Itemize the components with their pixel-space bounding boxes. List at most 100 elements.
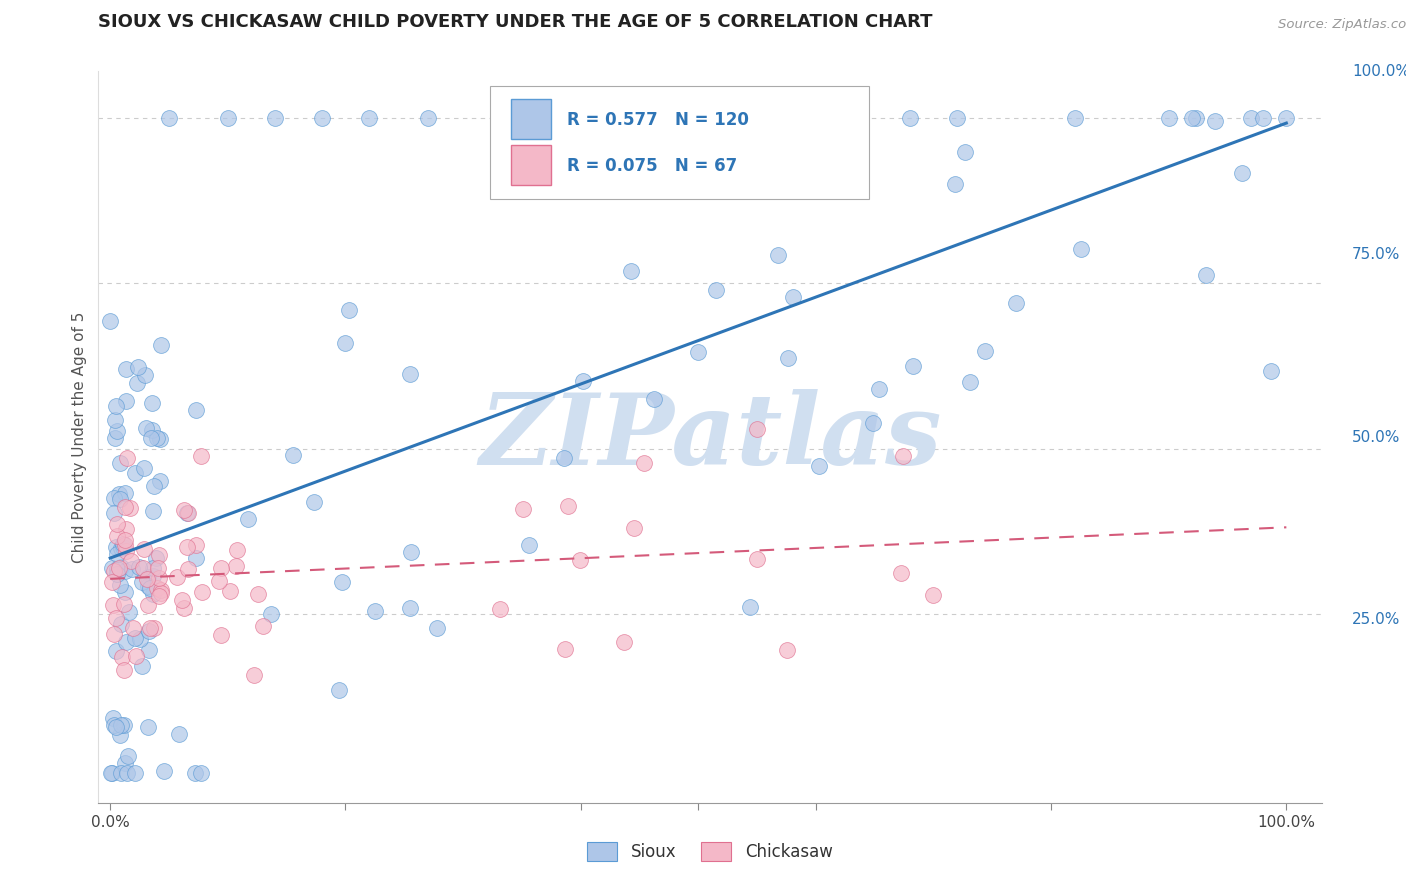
Point	[150, 337, 173, 351]
Point	[103, 626, 125, 640]
Text: R = 0.577   N = 120: R = 0.577 N = 120	[567, 112, 749, 129]
Point	[110, 456, 132, 470]
Text: SIOUX VS CHICKASAW CHILD POVERTY UNDER THE AGE OF 5 CORRELATION CHART: SIOUX VS CHICKASAW CHILD POVERTY UNDER T…	[98, 13, 934, 31]
Text: 100.0%: 100.0%	[1353, 64, 1406, 78]
Point	[357, 111, 380, 125]
Point	[399, 368, 422, 382]
Point	[111, 537, 134, 551]
Point	[208, 574, 231, 588]
Point	[132, 541, 155, 556]
Point	[101, 598, 124, 612]
Point	[105, 611, 128, 625]
Point	[184, 766, 207, 780]
Point	[125, 649, 148, 664]
Point	[101, 711, 124, 725]
Text: R = 0.075   N = 67: R = 0.075 N = 67	[567, 157, 737, 175]
Point	[186, 550, 208, 565]
Point	[141, 423, 163, 437]
Point	[186, 402, 208, 417]
Point	[110, 617, 132, 632]
Point	[489, 601, 512, 615]
Point	[226, 543, 249, 558]
Point	[862, 416, 884, 430]
Point	[890, 566, 912, 580]
Point	[209, 628, 232, 642]
Point	[903, 359, 925, 374]
Point	[142, 569, 165, 583]
Point	[131, 561, 153, 575]
Point	[776, 643, 799, 657]
Point	[138, 643, 160, 657]
Point	[105, 547, 128, 561]
Point	[1195, 268, 1218, 282]
Point	[176, 562, 198, 576]
Point	[136, 573, 159, 587]
Point	[328, 682, 350, 697]
Point	[569, 553, 592, 567]
Text: ZIPatlas: ZIPatlas	[479, 389, 941, 485]
Point	[115, 635, 138, 649]
Point	[766, 248, 789, 262]
Point	[110, 560, 132, 574]
Point	[134, 368, 156, 383]
Point	[114, 394, 136, 409]
Point	[100, 766, 122, 780]
Point	[148, 589, 170, 603]
Point	[643, 392, 665, 406]
Point	[1063, 111, 1085, 125]
Point	[517, 537, 540, 551]
Point	[103, 565, 125, 579]
Point	[260, 607, 283, 621]
Y-axis label: Child Poverty Under the Age of 5: Child Poverty Under the Age of 5	[72, 311, 87, 563]
Point	[263, 111, 285, 125]
Point	[146, 582, 169, 596]
Point	[416, 111, 439, 125]
Text: 75.0%: 75.0%	[1353, 247, 1400, 261]
Point	[828, 111, 851, 125]
Point	[136, 579, 159, 593]
Point	[176, 506, 198, 520]
Point	[572, 374, 595, 388]
Point	[107, 562, 129, 576]
Point	[149, 432, 172, 446]
FancyBboxPatch shape	[510, 145, 551, 185]
Point	[747, 552, 769, 566]
Point	[114, 533, 136, 547]
Point	[114, 538, 136, 552]
Text: 25.0%: 25.0%	[1353, 613, 1400, 627]
Point	[104, 431, 127, 445]
Point	[118, 500, 141, 515]
Point	[190, 449, 212, 463]
Point	[100, 314, 122, 328]
Point	[1230, 166, 1253, 180]
Point	[177, 506, 200, 520]
Point	[311, 111, 333, 125]
Point	[114, 486, 136, 500]
Point	[1240, 111, 1263, 125]
Point	[173, 600, 195, 615]
Point	[613, 634, 636, 648]
Point	[1251, 111, 1274, 125]
Point	[1260, 363, 1282, 377]
Point	[1184, 111, 1206, 125]
Point	[100, 766, 122, 780]
Point	[333, 335, 356, 350]
FancyBboxPatch shape	[489, 86, 869, 200]
Point	[149, 582, 172, 597]
Point	[110, 541, 132, 555]
Point	[399, 545, 422, 559]
Point	[110, 491, 132, 506]
Point	[921, 588, 943, 602]
Point	[129, 632, 152, 646]
Point	[778, 351, 800, 366]
Point	[512, 501, 534, 516]
Point	[1005, 296, 1028, 310]
Point	[142, 479, 165, 493]
Point	[149, 474, 172, 488]
Point	[782, 290, 804, 304]
Point	[243, 668, 266, 682]
Point	[132, 460, 155, 475]
Point	[252, 618, 274, 632]
Point	[399, 600, 422, 615]
Point	[148, 548, 170, 562]
